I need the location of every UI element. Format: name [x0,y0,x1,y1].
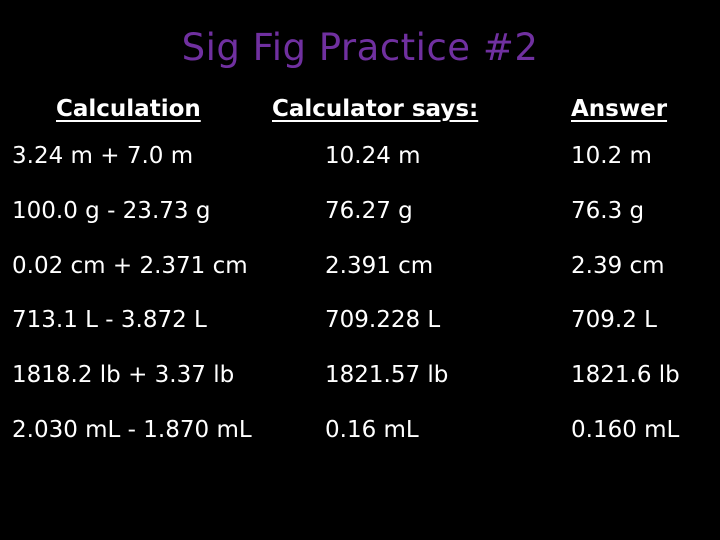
header-answer: Answer [571,96,668,122]
calculation-cell: 100.0 g - 23.73 g [12,198,211,224]
calculator-says-cell: 2.391 cm [325,253,434,279]
calculator-says-cell: 76.27 g [325,198,413,224]
answer-cell: 2.39 cm [571,253,665,279]
table-row: 1818.2 lb + 3.37 lb 1821.57 lb 1821.6 lb [0,362,720,402]
table-row: 713.1 L - 3.872 L 709.228 L 709.2 L [0,307,720,347]
table-row: 3.24 m + 7.0 m 10.24 m 10.2 m [0,143,720,183]
answer-cell: 0.160 mL [571,417,680,443]
table-row: 2.030 mL - 1.870 mL 0.16 mL 0.160 mL [0,417,720,457]
calculation-cell: 1818.2 lb + 3.37 lb [12,362,235,388]
answer-cell: 76.3 g [571,198,645,224]
slide-title: Sig Fig Practice #2 [181,26,539,69]
header-calculator-says: Calculator says: [272,96,479,122]
table-row: 0.02 cm + 2.371 cm 2.391 cm 2.39 cm [0,253,720,293]
calculation-cell: 2.030 mL - 1.870 mL [12,417,252,443]
calculation-cell: 0.02 cm + 2.371 cm [12,253,248,279]
calculation-cell: 3.24 m + 7.0 m [12,143,194,169]
answer-cell: 1821.6 lb [571,362,680,388]
answer-cell: 709.2 L [571,307,657,333]
calculator-says-cell: 1821.57 lb [325,362,449,388]
calculator-says-cell: 709.228 L [325,307,441,333]
table-row: 100.0 g - 23.73 g 76.27 g 76.3 g [0,198,720,238]
calculator-says-cell: 0.16 mL [325,417,419,443]
header-calculation: Calculation [56,96,201,122]
answer-cell: 10.2 m [571,143,652,169]
calculation-cell: 713.1 L - 3.872 L [12,307,207,333]
calculator-says-cell: 10.24 m [325,143,421,169]
